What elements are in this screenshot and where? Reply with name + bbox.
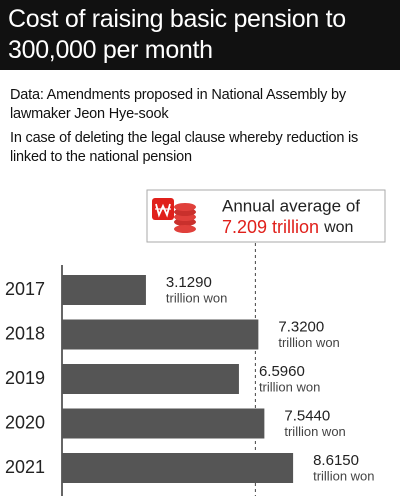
bar [62,408,265,439]
value-label: 7.3200 [278,318,324,335]
bar [62,364,239,394]
bar [62,319,259,350]
value-label: 7.5440 [284,407,330,424]
annotation-text: Annual average of [222,196,360,215]
bar [62,275,146,305]
value-unit: trillion won [313,468,374,483]
y-tick-label: 2019 [5,368,45,388]
value-unit: trillion won [259,379,320,394]
value-unit: trillion won [284,424,345,439]
annotation-value: 7.209 trillion won [222,217,353,237]
annotation-value-label: 7.209 trillion [222,217,319,237]
value-label: 3.1290 [166,274,212,291]
y-tick-label: 2017 [5,279,45,299]
y-tick-label: 2021 [5,457,45,477]
annotation-unit: won [323,219,353,236]
value-unit: trillion won [166,290,227,305]
chart-title: Cost of raising basic pension to 300,000… [0,0,400,70]
y-tick-label: 2018 [5,323,45,343]
bar [62,453,294,483]
note: In case of deleting the legal clause whe… [10,130,359,165]
subtitle: Data: Amendments proposed in National As… [10,87,346,122]
y-tick-label: 2020 [5,412,45,432]
won-icon [152,198,196,233]
value-label: 8.6150 [313,452,359,469]
value-unit: trillion won [278,335,339,350]
value-label: 6.5960 [259,363,305,380]
